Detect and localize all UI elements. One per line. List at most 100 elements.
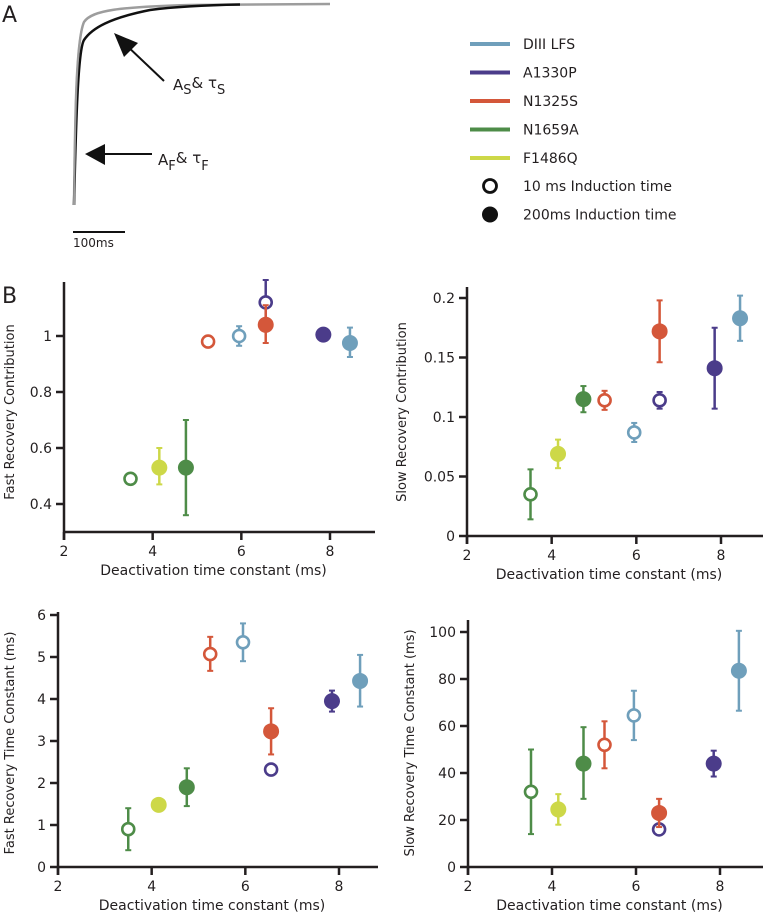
data-point xyxy=(597,720,612,770)
legend-label: 10 ms Induction time xyxy=(523,179,672,195)
legend-label: N1659A xyxy=(523,123,579,139)
y-tick-label: 5 xyxy=(37,650,46,666)
data-point xyxy=(177,419,194,517)
x-tick-label: 6 xyxy=(241,879,250,895)
data-point xyxy=(151,447,168,486)
charts: 2 4 6 8 0.4 0.6 0.8 1 Deactivation time constant… xyxy=(3,279,763,914)
marker-filled xyxy=(550,801,567,818)
marker-open xyxy=(597,393,612,408)
data-point xyxy=(597,389,612,411)
chart-panel: 2 4 6 8 0 1 2 3 4 5 6 Deactivation time constant (m… xyxy=(3,608,378,914)
marker-open xyxy=(123,471,138,487)
data-point xyxy=(523,468,538,521)
x-tick-label: 6 xyxy=(632,879,641,895)
y-tick-label: 80 xyxy=(438,672,456,688)
filled-circle-icon xyxy=(482,206,498,223)
marker-filled xyxy=(575,755,592,772)
panel-label-a: A xyxy=(2,3,17,28)
data-point xyxy=(200,334,216,349)
y-tick-label: 0.6 xyxy=(30,441,52,457)
marker-open xyxy=(597,737,612,753)
marker-filled xyxy=(550,445,567,462)
legend-item: N1659A xyxy=(470,123,579,139)
data-point xyxy=(263,707,280,756)
y-tick-label: 2 xyxy=(37,776,46,792)
label-amp: & τ xyxy=(176,149,202,167)
legend-label: DIII LFS xyxy=(523,37,575,53)
y-axis-label: Slow Recovery Time Constant (ms) xyxy=(403,629,418,856)
marker-filled xyxy=(575,391,592,408)
data-point xyxy=(123,471,138,487)
x-tick-label: 8 xyxy=(717,548,726,564)
x-tick-label: 4 xyxy=(148,544,157,560)
label-amp: & τ xyxy=(192,74,218,92)
data-point xyxy=(550,438,567,470)
legend-item: N1325S xyxy=(470,94,578,110)
y-tick-label: 0.05 xyxy=(424,470,455,486)
label-sub: F xyxy=(168,159,175,174)
y-tick-label: 0.2 xyxy=(433,291,455,307)
chart-panel: 2 4 6 8 0.4 0.6 0.8 1 Deactivation time constant… xyxy=(3,279,375,579)
data-point xyxy=(263,762,279,777)
y-tick-label: 0.8 xyxy=(30,385,52,401)
x-tick-label: 2 xyxy=(54,879,63,895)
marker-open xyxy=(523,487,538,502)
data-point xyxy=(352,653,369,708)
x-tick-label: 8 xyxy=(326,544,335,560)
marker-open xyxy=(231,328,247,344)
data-point xyxy=(732,294,749,342)
trace-black xyxy=(72,3,241,206)
marker-open xyxy=(523,784,539,800)
y-tick-label: 100 xyxy=(429,625,456,641)
y-axis-label: Fast Recovery Contribution xyxy=(3,324,18,499)
scale-bar-label: 100ms xyxy=(73,236,114,250)
y-tick-label: 0.15 xyxy=(424,351,455,367)
data-point xyxy=(257,304,274,344)
data-point xyxy=(231,325,247,347)
legend-label: 200ms Induction time xyxy=(523,208,676,224)
marker-filled xyxy=(730,662,747,679)
marker-filled xyxy=(651,323,668,340)
svg-text:AS& τS: AS& τS xyxy=(173,74,225,98)
svg-text:AF& τF: AF& τF xyxy=(158,149,209,174)
data-point xyxy=(235,622,251,663)
marker-open xyxy=(263,762,279,777)
marker-filled xyxy=(706,360,723,377)
y-tick-label: 1 xyxy=(43,329,52,345)
y-tick-label: 1 xyxy=(37,818,46,834)
y-tick-label: 6 xyxy=(37,608,46,624)
legend-item: 200ms Induction time xyxy=(482,206,676,224)
x-tick-label: 4 xyxy=(147,879,156,895)
arrow-slow xyxy=(114,33,165,82)
data-point xyxy=(120,807,136,852)
trace-gray xyxy=(72,2,331,206)
data-point xyxy=(341,326,358,358)
marker-filled xyxy=(150,796,167,813)
data-point xyxy=(323,689,340,713)
panel-label-b: B xyxy=(2,284,17,309)
legend: DIII LFS A1330P N1325S N1659A F1486Q 10 ms In… xyxy=(470,37,676,224)
legend-label: A1330P xyxy=(523,66,577,82)
marker-filled xyxy=(341,335,358,351)
data-point xyxy=(626,689,642,742)
x-axis-label: Deactivation time constant (ms) xyxy=(496,567,722,583)
marker-filled xyxy=(651,804,668,821)
marker-filled xyxy=(151,459,168,476)
marker-filled xyxy=(732,310,749,327)
y-axis-label: Slow Recovery Contribution xyxy=(395,322,410,502)
trace-gray-overlay xyxy=(73,21,85,206)
y-tick-label: 4 xyxy=(37,692,46,708)
marker-filled xyxy=(263,723,280,740)
legend-item: DIII LFS xyxy=(470,37,575,53)
data-point xyxy=(178,767,195,808)
marker-open xyxy=(200,334,216,349)
label-sub: F xyxy=(201,159,208,174)
y-tick-label: 0 xyxy=(446,529,455,545)
marker-filled xyxy=(352,672,369,689)
marker-filled xyxy=(257,316,274,333)
legend-label: N1325S xyxy=(523,94,578,110)
label-sub: S xyxy=(217,83,225,98)
marker-open xyxy=(202,646,218,662)
data-point xyxy=(315,326,332,343)
